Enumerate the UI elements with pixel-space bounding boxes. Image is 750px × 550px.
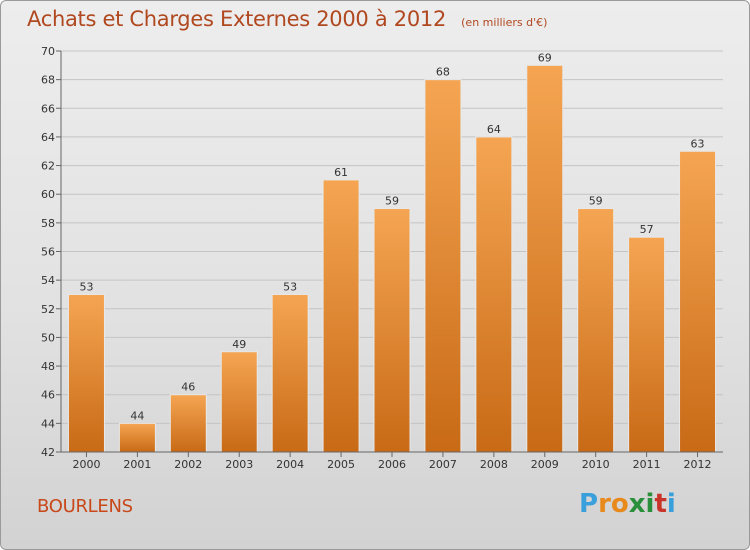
- bar: [475, 136, 513, 453]
- x-tick-label: 2009: [531, 458, 559, 471]
- x-tick-label: 2004: [276, 458, 304, 471]
- data-label: 49: [232, 338, 246, 351]
- data-label: 46: [181, 381, 195, 394]
- x-tick-label: 2003: [225, 458, 253, 471]
- location-label: BOURLENS: [37, 496, 133, 517]
- y-tick-label: 52: [41, 303, 55, 316]
- chart-title-row: Achats et Charges Externes 2000 à 2012 (…: [27, 7, 547, 31]
- y-tick-label: 56: [41, 246, 55, 259]
- x-tick-label: 2011: [633, 458, 661, 471]
- bar: [628, 236, 666, 453]
- bar: [526, 64, 564, 453]
- logo-letter: r: [598, 489, 611, 519]
- bar: [373, 208, 411, 453]
- bar: [424, 79, 462, 453]
- bar: [118, 422, 156, 453]
- logo-letter: P: [579, 489, 599, 519]
- proxiti-logo: Proxiti: [579, 489, 676, 519]
- y-tick-label: 58: [41, 217, 55, 230]
- chart-title: Achats et Charges Externes 2000 à 2012: [27, 7, 447, 31]
- data-label: 53: [283, 280, 297, 293]
- y-tick-label: 62: [41, 160, 55, 173]
- x-tick-label: 2000: [72, 458, 100, 471]
- data-label: 53: [79, 280, 93, 293]
- y-tick-label: 70: [41, 45, 55, 58]
- y-tick-label: 50: [41, 331, 55, 344]
- y-tick-label: 64: [41, 131, 55, 144]
- y-tick-label: 54: [41, 274, 55, 287]
- data-label: 57: [640, 223, 654, 236]
- data-label: 44: [130, 409, 144, 422]
- x-tick-label: 2001: [123, 458, 151, 471]
- y-tick-label: 48: [41, 360, 55, 373]
- data-label: 61: [334, 166, 348, 179]
- x-tick-label: 2012: [684, 458, 712, 471]
- x-tick-label: 2006: [378, 458, 406, 471]
- bar: [322, 179, 360, 453]
- logo-letter: t: [654, 489, 667, 519]
- data-label: 69: [538, 51, 552, 64]
- x-tick-label: 2005: [327, 458, 355, 471]
- logo-letter: x: [628, 489, 646, 519]
- data-label: 63: [691, 137, 705, 150]
- bar: [271, 293, 309, 453]
- y-tick-label: 46: [41, 389, 55, 402]
- logo-letter: i: [666, 489, 676, 519]
- y-tick-label: 68: [41, 74, 55, 87]
- bar: [67, 293, 105, 453]
- chart-subtitle: (en milliers d'€): [461, 16, 548, 29]
- data-label: 59: [385, 195, 399, 208]
- y-tick-label: 44: [41, 417, 55, 430]
- bar: [679, 150, 717, 453]
- bar: [577, 208, 615, 453]
- logo-letter: o: [610, 489, 629, 519]
- data-label: 59: [589, 195, 603, 208]
- data-label: 64: [487, 123, 501, 136]
- x-tick-label: 2008: [480, 458, 508, 471]
- bar: [220, 351, 258, 453]
- data-label: 68: [436, 66, 450, 79]
- logo-letter: i: [645, 489, 655, 519]
- x-tick-label: 2002: [174, 458, 202, 471]
- y-tick-label: 42: [41, 446, 55, 459]
- y-tick-label: 60: [41, 188, 55, 201]
- y-tick-label: 66: [41, 102, 55, 115]
- x-tick-label: 2007: [429, 458, 457, 471]
- bar: [169, 394, 207, 453]
- x-tick-label: 2010: [582, 458, 610, 471]
